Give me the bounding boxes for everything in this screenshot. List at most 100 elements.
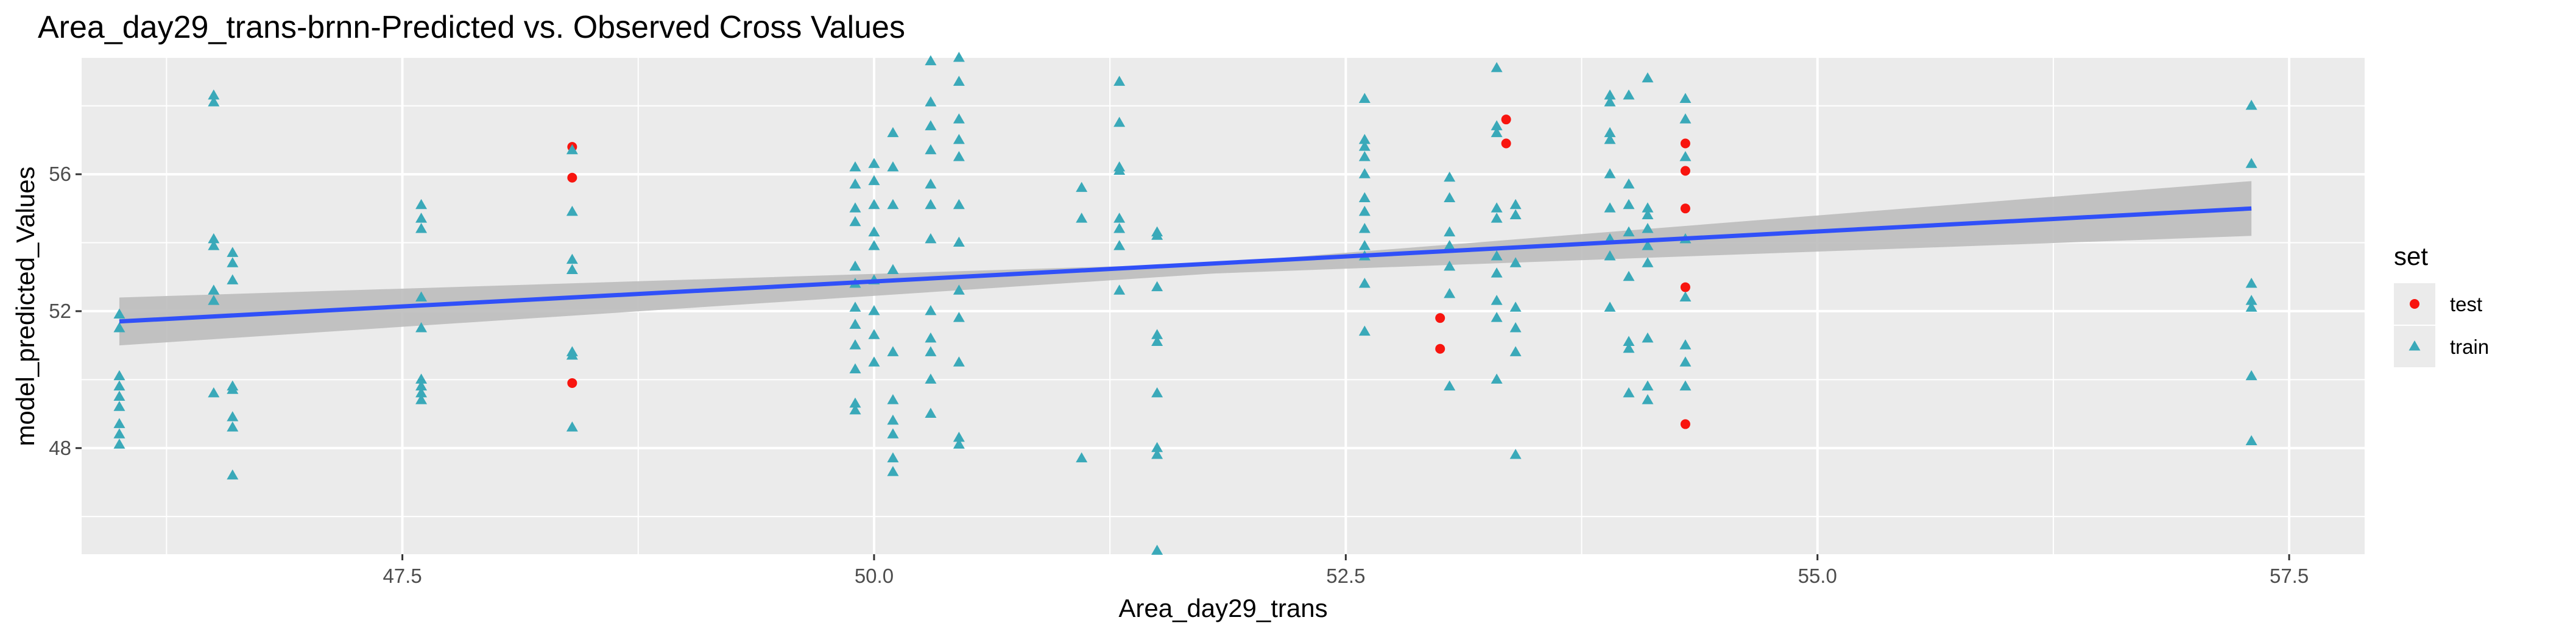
- point-train: [1151, 449, 1163, 459]
- point-train: [1604, 250, 1616, 261]
- point-train: [953, 76, 965, 86]
- point-train: [227, 257, 239, 267]
- point-train: [887, 161, 899, 172]
- x-tick-label: 55.0: [1798, 565, 1837, 587]
- point-train: [1151, 336, 1163, 347]
- legend-train-marker: [2408, 340, 2421, 351]
- point-train: [849, 202, 861, 213]
- point-train: [1642, 223, 1654, 233]
- point-train: [849, 319, 861, 329]
- y-tick-label: 48: [49, 437, 71, 459]
- point-train: [1642, 257, 1654, 267]
- legend-test-marker: [2410, 299, 2419, 309]
- x-axis: 47.5 50.0 52.5 55.0 57.5: [383, 554, 2309, 587]
- point-train: [1679, 113, 1692, 124]
- point-train: [1491, 202, 1503, 213]
- point-train: [566, 421, 578, 432]
- point-train: [868, 199, 880, 210]
- point-test: [1680, 282, 1690, 292]
- point-train: [1358, 192, 1371, 202]
- point-train: [925, 233, 937, 244]
- point-train: [925, 199, 937, 210]
- point-train: [415, 199, 428, 210]
- point-train: [566, 350, 578, 360]
- point-train: [925, 120, 937, 130]
- point-train: [1076, 181, 1088, 192]
- point-test: [1501, 138, 1511, 149]
- point-train: [1509, 346, 1522, 356]
- point-train: [887, 346, 899, 356]
- point-train: [113, 439, 125, 449]
- point-train: [2245, 99, 2257, 110]
- point-train: [1444, 287, 1456, 298]
- y-tick-label: 56: [49, 163, 71, 185]
- point-train: [1623, 178, 1635, 189]
- confidence-band-area: [119, 181, 2252, 346]
- point-train: [887, 452, 899, 463]
- point-train: [868, 305, 880, 315]
- legend: set test train: [2394, 242, 2489, 367]
- point-test: [1435, 313, 1445, 323]
- point-train: [887, 414, 899, 425]
- point-train: [1358, 277, 1371, 288]
- point-train: [868, 175, 880, 185]
- point-train: [868, 240, 880, 250]
- point-train: [953, 431, 965, 442]
- point-train: [1604, 96, 1616, 107]
- y-axis-title: model_predicted_Values: [11, 166, 40, 446]
- point-train: [849, 260, 861, 271]
- point-train: [1113, 164, 1126, 175]
- point-train: [415, 373, 428, 384]
- point-train: [208, 295, 220, 305]
- point-train: [1642, 380, 1654, 391]
- point-train: [887, 394, 899, 404]
- point-train: [2245, 158, 2257, 168]
- point-train: [1491, 312, 1503, 322]
- point-train: [1151, 442, 1163, 453]
- point-train: [1623, 336, 1635, 347]
- point-train: [1151, 329, 1163, 339]
- point-train: [566, 253, 578, 264]
- point-train: [208, 240, 220, 250]
- point-train: [113, 322, 125, 333]
- point-train: [887, 466, 899, 476]
- point-train: [1604, 168, 1616, 178]
- point-train: [415, 223, 428, 233]
- point-train: [1604, 202, 1616, 213]
- point-train: [1491, 213, 1503, 223]
- point-test: [1435, 343, 1445, 354]
- point-train: [2245, 301, 2257, 312]
- point-train: [415, 394, 428, 404]
- point-train: [1444, 260, 1456, 271]
- point-train: [1444, 171, 1456, 182]
- point-train: [1358, 168, 1371, 178]
- point-train: [925, 373, 937, 384]
- point-train: [1358, 223, 1371, 233]
- point-train: [1491, 295, 1503, 305]
- point-train: [113, 370, 125, 381]
- point-train: [415, 291, 428, 301]
- point-train: [953, 284, 965, 295]
- point-train: [1444, 380, 1456, 391]
- legend-title: set: [2394, 242, 2428, 270]
- point-train: [868, 226, 880, 237]
- point-train: [953, 199, 965, 210]
- point-train: [415, 387, 428, 398]
- point-train: [887, 127, 899, 138]
- y-tick-label: 52: [49, 300, 71, 322]
- point-train: [1491, 373, 1503, 384]
- point-train: [868, 356, 880, 367]
- point-train: [566, 205, 578, 216]
- point-train: [1151, 387, 1163, 398]
- point-train: [1604, 89, 1616, 100]
- legend-label-test: test: [2450, 293, 2482, 315]
- point-train: [1679, 339, 1692, 350]
- point-train: [1491, 120, 1503, 130]
- point-train: [1444, 192, 1456, 202]
- point-train: [113, 390, 125, 401]
- point-train: [1076, 452, 1088, 463]
- point-train: [849, 301, 861, 312]
- point-train: [1623, 270, 1635, 281]
- point-train: [1642, 72, 1654, 83]
- point-train: [1358, 141, 1371, 151]
